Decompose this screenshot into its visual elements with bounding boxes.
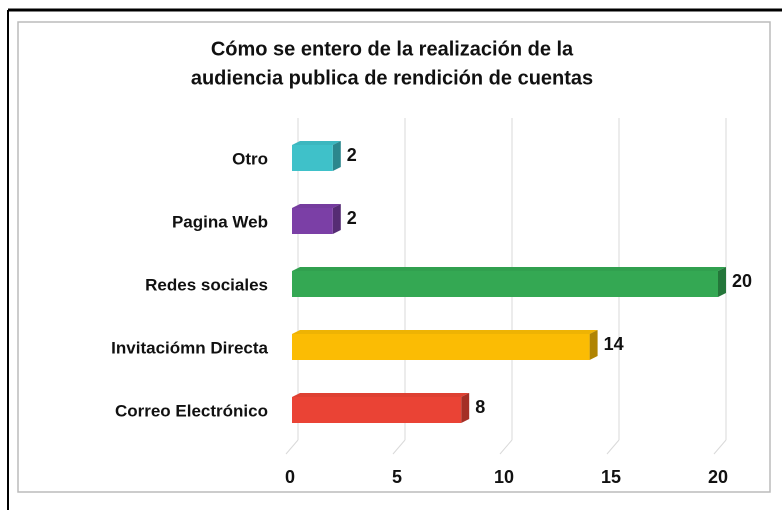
bar-side bbox=[332, 204, 341, 234]
bar-side bbox=[718, 267, 726, 297]
grid-floor bbox=[285, 439, 299, 455]
grid-floor bbox=[606, 439, 620, 455]
bar bbox=[292, 334, 590, 360]
data-label: 2 bbox=[347, 208, 357, 228]
data-label: 8 bbox=[475, 397, 485, 417]
x-tick-label: 15 bbox=[601, 467, 621, 487]
data-label: 2 bbox=[347, 145, 357, 165]
y-tick-label: Invitaciómn Directa bbox=[111, 338, 268, 357]
bar-top bbox=[292, 330, 598, 334]
bar-side bbox=[461, 393, 470, 423]
bar-top bbox=[292, 141, 341, 145]
bar bbox=[292, 271, 718, 297]
x-tick-label: 5 bbox=[392, 467, 402, 487]
bar bbox=[292, 145, 333, 171]
x-tick-label: 20 bbox=[708, 467, 728, 487]
y-tick-label: Pagina Web bbox=[172, 212, 268, 231]
y-tick-label: Redes sociales bbox=[145, 275, 268, 294]
y-tick-label: Correo Electrónico bbox=[115, 401, 268, 420]
bar-top bbox=[292, 267, 726, 271]
x-tick-label: 10 bbox=[494, 467, 514, 487]
grid-floor bbox=[392, 439, 406, 455]
chart-border bbox=[17, 21, 771, 493]
chart-title: Cómo se entero de la realización de la bbox=[211, 38, 574, 60]
bar bbox=[292, 208, 333, 234]
bar-top bbox=[292, 393, 470, 397]
bar-side bbox=[332, 141, 341, 171]
bar bbox=[292, 397, 462, 423]
bar-top bbox=[292, 204, 341, 208]
grid-floor bbox=[713, 439, 727, 455]
data-label: 20 bbox=[732, 271, 752, 291]
y-tick-label: Otro bbox=[232, 149, 268, 168]
data-label: 14 bbox=[604, 334, 624, 354]
bar-side bbox=[589, 330, 598, 360]
x-tick-label: 0 bbox=[285, 467, 295, 487]
chart-title: audiencia publica de rendición de cuenta… bbox=[191, 67, 593, 89]
grid-floor bbox=[499, 439, 513, 455]
